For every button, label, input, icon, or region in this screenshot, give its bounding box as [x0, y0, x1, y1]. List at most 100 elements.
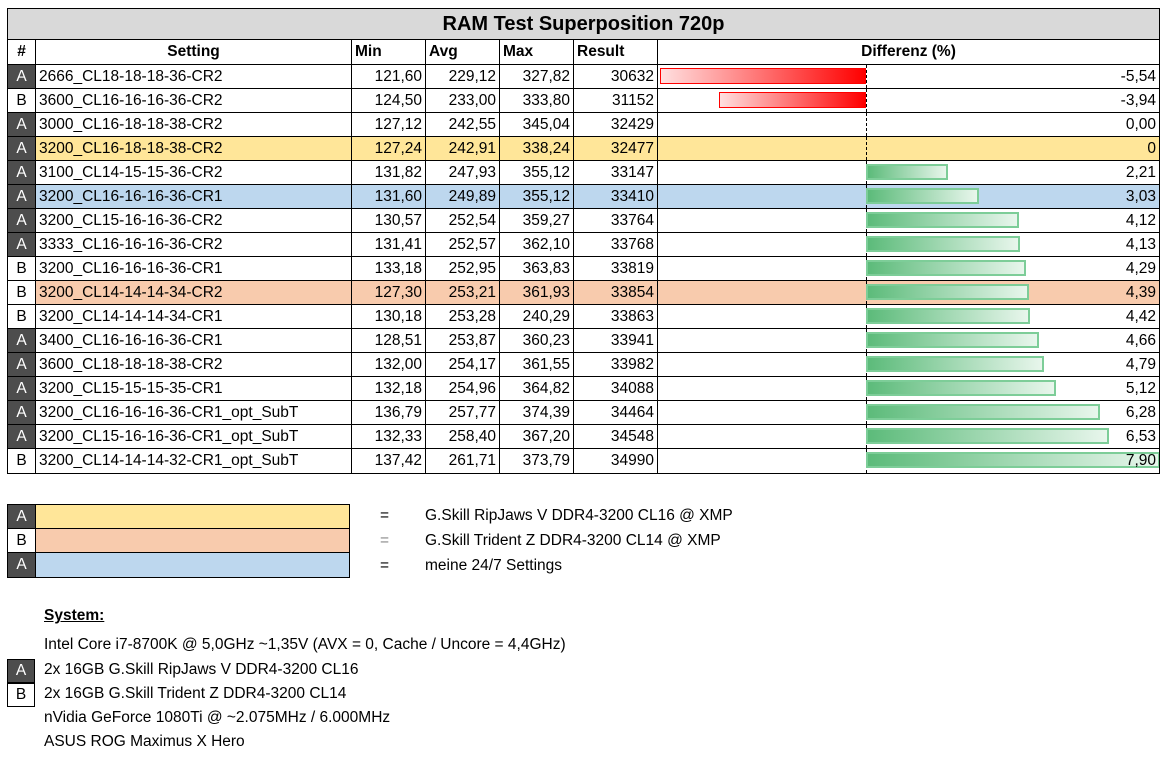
cell-diff: 0,00 — [658, 113, 1159, 136]
cell-avg: 242,91 — [426, 137, 500, 160]
diff-value: -3,94 — [1120, 92, 1156, 109]
table-row: B 3600_CL16-16-16-36-CR2 124,50 233,00 333,8… — [8, 89, 1159, 113]
cell-result: 30632 — [574, 65, 658, 88]
cell-diff: 4,39 — [658, 281, 1159, 304]
diff-value: 4,29 — [1125, 260, 1156, 277]
cell-setting: 3200_CL14-14-14-34-CR1 — [36, 305, 352, 328]
cell-result: 32477 — [574, 137, 658, 160]
diff-value: 4,13 — [1125, 236, 1156, 253]
header-id: # — [8, 40, 36, 64]
cell-setting: 3100_CL14-15-15-36-CR2 — [36, 161, 352, 184]
diff-value: 2,21 — [1125, 164, 1156, 181]
system-ram-b: 2x 16GB G.Skill Trident Z DDR4-3200 CL14 — [44, 685, 347, 702]
diff-value: 3,03 — [1125, 188, 1156, 205]
cell-max: 367,20 — [500, 425, 574, 448]
legend-swatch-orange — [36, 529, 349, 552]
cell-diff: 4,79 — [658, 353, 1159, 376]
cell-avg: 254,17 — [426, 353, 500, 376]
kit-badge: A — [8, 329, 36, 352]
header-avg: Avg — [426, 40, 500, 64]
legend-badge: B — [8, 529, 36, 552]
kit-badge: A — [8, 113, 36, 136]
cell-min: 130,57 — [352, 209, 426, 232]
cell-result: 32429 — [574, 113, 658, 136]
zero-axis-line — [866, 89, 867, 112]
header-diff: Differenz (%) — [861, 43, 956, 60]
cell-avg: 247,93 — [426, 161, 500, 184]
cell-setting: 3333_CL16-16-16-36-CR2 — [36, 233, 352, 256]
cell-max: 374,39 — [500, 401, 574, 424]
cell-diff: -5,54 — [658, 65, 1159, 88]
cell-diff: 4,29 — [658, 257, 1159, 280]
cell-result: 34548 — [574, 425, 658, 448]
cell-avg: 253,21 — [426, 281, 500, 304]
cell-max: 360,23 — [500, 329, 574, 352]
cell-avg: 229,12 — [426, 65, 500, 88]
legend-equals: = — [380, 532, 390, 549]
cell-result: 34464 — [574, 401, 658, 424]
cell-result: 33982 — [574, 353, 658, 376]
header-min: Min — [352, 40, 426, 64]
diff-value: 4,66 — [1125, 332, 1156, 349]
cell-min: 131,60 — [352, 185, 426, 208]
cell-max: 338,24 — [500, 137, 574, 160]
positive-data-bar — [866, 236, 1020, 252]
table-row: A 3000_CL16-18-18-38-CR2 127,12 242,55 345,0… — [8, 113, 1159, 137]
cell-min: 121,60 — [352, 65, 426, 88]
cell-avg: 253,28 — [426, 305, 500, 328]
table-row: A 3333_CL16-16-16-36-CR2 131,41 252,57 362,1… — [8, 233, 1159, 257]
table-body: A 2666_CL18-18-18-36-CR2 121,60 229,12 327,8… — [8, 65, 1159, 473]
legend-desc-daily: meine 24/7 Settings — [425, 557, 563, 574]
system-gpu: nVidia GeForce 1080Ti @ ~2.075MHz / 6.00… — [44, 709, 391, 726]
cell-avg: 257,77 — [426, 401, 500, 424]
positive-data-bar — [866, 308, 1031, 324]
legend-row: B — [8, 529, 349, 553]
cell-max: 362,10 — [500, 233, 574, 256]
legend-swatch-yellow — [36, 505, 349, 528]
cell-max: 327,82 — [500, 65, 574, 88]
diff-value: 4,12 — [1125, 212, 1156, 229]
cell-diff: 4,42 — [658, 305, 1159, 328]
results-table: RAM Test Superposition 720p # Setting Mi… — [7, 8, 1160, 474]
cell-min: 127,24 — [352, 137, 426, 160]
cell-setting: 3200_CL15-16-16-36-CR1_opt_SubT — [36, 425, 352, 448]
table-row: A 2666_CL18-18-18-36-CR2 121,60 229,12 327,8… — [8, 65, 1159, 89]
positive-data-bar — [866, 380, 1057, 396]
kit-badge: A — [8, 209, 36, 232]
diff-value: 6,53 — [1125, 428, 1156, 445]
cell-avg: 252,95 — [426, 257, 500, 280]
header-setting: Setting — [36, 40, 352, 64]
header-result: Result — [574, 40, 658, 64]
cell-result: 33941 — [574, 329, 658, 352]
cell-min: 137,42 — [352, 449, 426, 473]
cell-avg: 242,55 — [426, 113, 500, 136]
cell-max: 240,29 — [500, 305, 574, 328]
diff-value: 0 — [1147, 140, 1156, 157]
table-row: A 3200_CL16-16-16-36-CR1_opt_SubT 136,79 25… — [8, 401, 1159, 425]
legend-badge: A — [8, 553, 36, 577]
cell-avg: 233,00 — [426, 89, 500, 112]
legend-equals: = — [380, 507, 390, 524]
cell-setting: 3600_CL18-18-18-38-CR2 — [36, 353, 352, 376]
kit-badge: A — [8, 401, 36, 424]
kit-badge: A — [8, 425, 36, 448]
cell-avg: 253,87 — [426, 329, 500, 352]
cell-min: 131,41 — [352, 233, 426, 256]
kit-badge: A — [8, 185, 36, 208]
diff-value: 5,12 — [1125, 380, 1156, 397]
positive-data-bar — [866, 404, 1100, 420]
cell-max: 345,04 — [500, 113, 574, 136]
header-max: Max — [500, 40, 574, 64]
table-row: A 3200_CL15-15-15-35-CR1 132,18 254,96 364,8… — [8, 377, 1159, 401]
cell-min: 132,33 — [352, 425, 426, 448]
table-row: B 3200_CL14-14-14-34-CR1 130,18 253,28 240,2… — [8, 305, 1159, 329]
kit-badge: A — [8, 65, 36, 88]
positive-data-bar — [866, 188, 979, 204]
cell-max: 361,55 — [500, 353, 574, 376]
cell-setting: 3200_CL14-14-14-34-CR2 — [36, 281, 352, 304]
positive-data-bar — [866, 164, 949, 180]
cell-max: 373,79 — [500, 449, 574, 473]
legend-badge: A — [8, 505, 36, 528]
table-row: A 3200_CL16-18-18-38-CR2 127,24 242,91 338,2… — [8, 137, 1159, 161]
cell-diff: 4,66 — [658, 329, 1159, 352]
